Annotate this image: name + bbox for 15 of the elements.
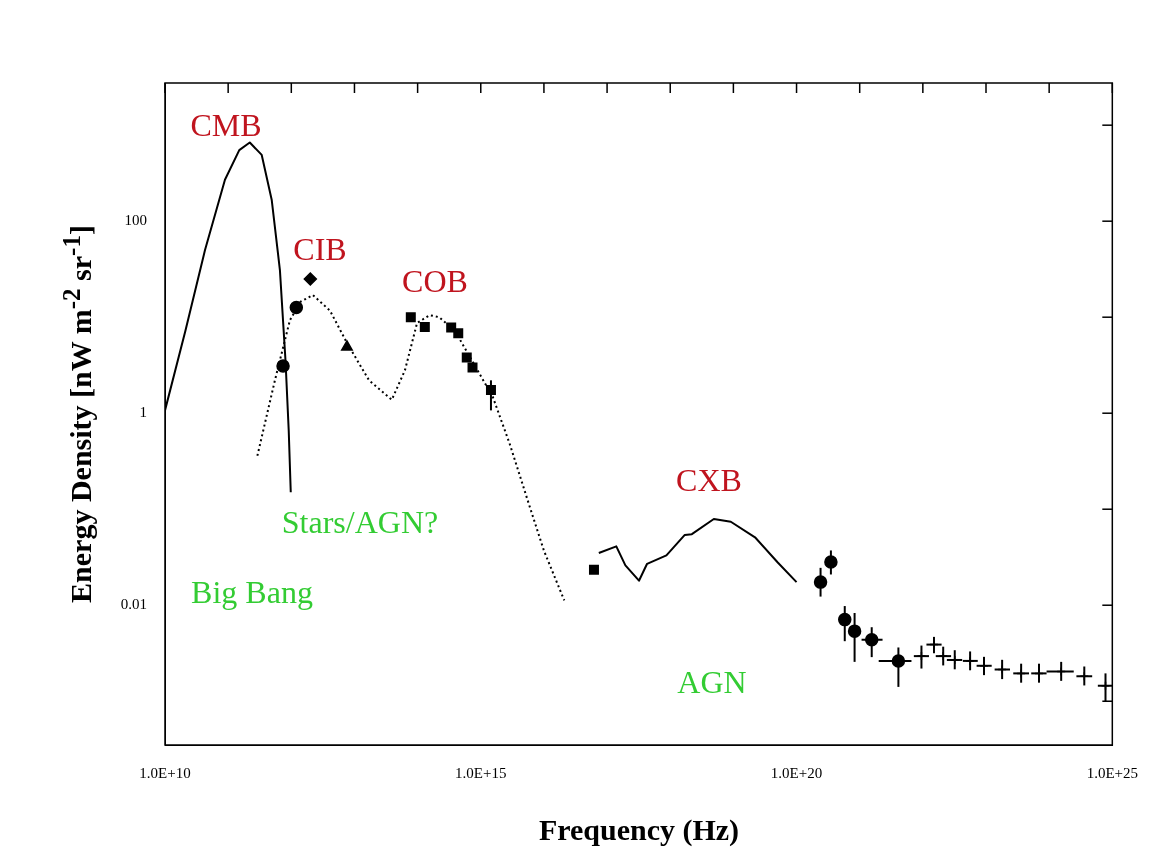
annotation: COB bbox=[402, 263, 468, 300]
x-tick-label: 1.0E+10 bbox=[139, 764, 191, 781]
annotation: Stars/AGN? bbox=[281, 504, 439, 541]
y-tick-label: 0.01 bbox=[120, 596, 147, 613]
y-tick-label: 1 bbox=[139, 404, 147, 421]
x-tick-label: 1.0E+20 bbox=[770, 764, 823, 781]
x-tick-label: 1.0E+25 bbox=[1086, 764, 1138, 781]
annotation: CIB bbox=[293, 231, 347, 268]
annotation: AGN bbox=[677, 664, 747, 701]
y-tick-label: 100 bbox=[124, 212, 147, 229]
annotation: Big Bang bbox=[191, 574, 313, 611]
annotation: CMB bbox=[190, 107, 262, 144]
x-tick-label: 1.0E+15 bbox=[455, 764, 507, 781]
x-axis-title: Frequency (Hz) bbox=[538, 813, 740, 847]
annotation: CXB bbox=[676, 462, 742, 499]
